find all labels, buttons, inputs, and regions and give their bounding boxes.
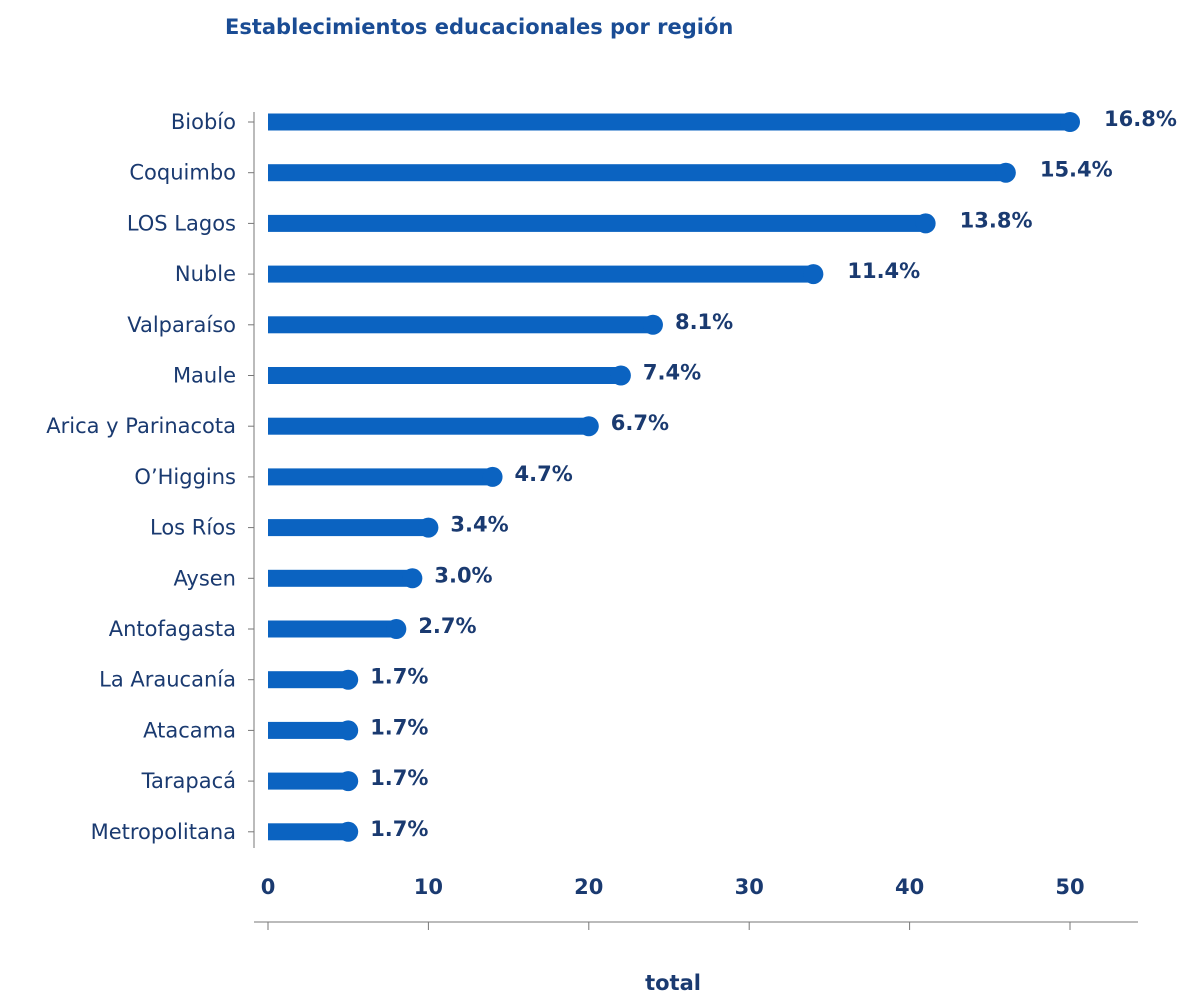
x-tick-label: 20 <box>574 875 603 899</box>
bar <box>268 417 589 435</box>
bar-end <box>578 416 599 437</box>
bar-end <box>338 669 359 690</box>
share-label: 13.8% <box>960 208 1033 232</box>
y-tick-label: LOS Lagos <box>127 211 236 235</box>
share-label: 8.1% <box>675 310 733 334</box>
bar <box>268 316 653 334</box>
x-tick-label: 10 <box>414 875 443 899</box>
bar-end <box>803 264 824 285</box>
share-label: 7.4% <box>643 361 701 385</box>
bar <box>268 823 349 841</box>
x-tick-label: 50 <box>1055 875 1084 899</box>
bar-end <box>1060 112 1080 132</box>
bar-end <box>642 314 663 335</box>
share-label: 1.7% <box>370 665 428 689</box>
share-label: 16.8% <box>1104 107 1177 131</box>
bar-end <box>610 365 631 386</box>
bar-end <box>915 213 936 234</box>
y-tick-label: O’Higgins <box>134 465 236 489</box>
share-label: 4.7% <box>515 462 573 486</box>
bar-end <box>386 619 407 639</box>
x-axis-label: total <box>645 971 701 994</box>
y-tick-label: Valparaíso <box>127 313 236 337</box>
bar <box>268 772 349 790</box>
share-label: 11.4% <box>847 259 920 283</box>
bar-end <box>338 821 359 842</box>
bar-end <box>482 466 503 487</box>
bar-end <box>338 720 359 741</box>
bar-end <box>995 162 1016 183</box>
bar <box>268 265 814 283</box>
x-tick-label: 30 <box>735 875 764 899</box>
share-label: 15.4% <box>1040 158 1113 182</box>
y-tick-label: Tarapacá <box>141 769 236 793</box>
bar <box>268 671 349 689</box>
bar-end <box>418 517 439 538</box>
y-tick-label: Biobío <box>171 110 236 134</box>
bar <box>268 569 413 587</box>
y-tick-label: Los Ríos <box>150 516 236 540</box>
x-tick-label: 0 <box>261 875 276 899</box>
bar <box>268 519 429 537</box>
y-tick-label: Arica y Parinacota <box>46 414 236 438</box>
share-label: 6.7% <box>611 411 669 435</box>
bar-end <box>402 568 423 589</box>
share-label: 1.7% <box>370 766 428 790</box>
share-label: 2.7% <box>418 614 476 638</box>
y-tick-label: Metropolitana <box>91 820 236 844</box>
y-tick-label: Antofagasta <box>109 617 236 641</box>
y-tick-label: Atacama <box>143 718 236 742</box>
share-label: 1.7% <box>370 817 428 841</box>
bar <box>268 367 621 384</box>
bar <box>268 164 1006 182</box>
y-tick-label: Nuble <box>175 262 236 286</box>
share-label: 1.7% <box>370 715 428 739</box>
chart-title: Establecimientos educacionales por regió… <box>225 15 733 39</box>
share-label: 3.4% <box>450 513 508 537</box>
y-tick-label: La Araucanía <box>99 668 236 692</box>
bar <box>268 620 397 638</box>
y-tick-label: Aysen <box>173 566 236 590</box>
y-tick-label: Maule <box>173 364 236 388</box>
bar <box>268 468 493 486</box>
x-tick-label: 40 <box>895 875 924 899</box>
y-tick-label: Coquimbo <box>129 161 236 185</box>
bar <box>268 113 1070 131</box>
bar <box>268 721 349 739</box>
bar <box>268 214 926 232</box>
share-label: 3.0% <box>434 563 492 587</box>
bar-end <box>338 771 359 792</box>
